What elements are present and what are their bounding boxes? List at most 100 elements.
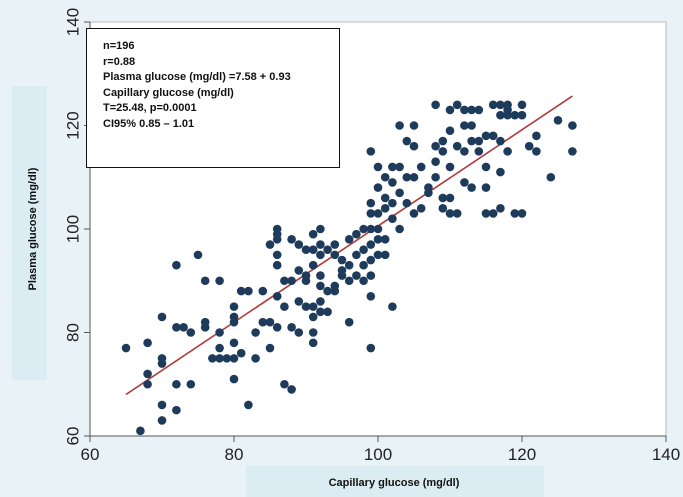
y-tick-label: 80 — [63, 323, 82, 342]
data-point — [380, 172, 390, 182]
data-point — [366, 198, 376, 208]
data-point — [496, 167, 505, 177]
data-point — [460, 121, 469, 130]
data-point — [316, 307, 325, 317]
data-point — [172, 379, 181, 389]
data-point — [488, 131, 498, 141]
data-point — [366, 224, 376, 234]
data-point — [380, 250, 390, 260]
data-point — [215, 343, 224, 353]
data-point — [388, 214, 397, 223]
data-point — [287, 323, 296, 332]
data-point — [438, 193, 448, 203]
data-point — [344, 276, 354, 286]
data-point — [431, 172, 440, 182]
data-point — [287, 235, 296, 244]
data-point — [244, 400, 253, 410]
data-point — [452, 209, 462, 218]
data-point — [215, 276, 224, 286]
data-point — [395, 224, 404, 234]
data-point — [496, 204, 505, 213]
data-point — [373, 183, 383, 192]
data-point — [467, 105, 476, 115]
data-point — [272, 323, 282, 332]
data-point — [373, 209, 383, 218]
data-point — [402, 136, 412, 146]
data-point — [280, 276, 289, 286]
data-point — [236, 348, 246, 358]
data-point — [373, 250, 383, 260]
data-point — [395, 162, 404, 172]
data-point — [359, 276, 368, 286]
data-point — [352, 271, 361, 280]
y-tick-label: 100 — [63, 215, 82, 243]
data-point — [568, 147, 577, 156]
data-point — [193, 250, 203, 260]
data-point — [330, 286, 340, 296]
data-point — [272, 229, 282, 239]
data-point — [445, 193, 455, 203]
data-point — [359, 245, 368, 254]
data-point — [488, 209, 498, 218]
data-point — [323, 245, 332, 254]
x-tick-label: 60 — [81, 445, 100, 464]
regression-line — [125, 95, 573, 396]
data-point — [366, 271, 376, 280]
data-point — [323, 286, 332, 296]
data-point — [301, 245, 311, 254]
data-point — [467, 136, 476, 146]
data-point — [510, 209, 520, 218]
data-point — [496, 110, 505, 120]
data-point — [143, 369, 152, 379]
data-point — [481, 131, 491, 141]
data-point — [229, 338, 239, 348]
y-tick-label: 60 — [63, 427, 82, 446]
axis-ticks: 60 80 100 120 140 60 80 100 120 140 — [63, 8, 680, 464]
data-point — [157, 312, 167, 322]
data-point — [380, 204, 390, 213]
data-point — [467, 183, 476, 192]
data-point — [416, 204, 426, 213]
data-point — [200, 323, 210, 332]
data-point — [301, 276, 311, 286]
data-point — [121, 343, 131, 353]
data-point — [251, 328, 260, 337]
xlabel-band — [246, 466, 544, 497]
data-point — [186, 379, 196, 389]
data-point — [157, 416, 167, 425]
x-tick-label: 100 — [364, 445, 392, 464]
data-point — [280, 379, 289, 389]
data-point — [272, 260, 282, 270]
x-tick-label: 120 — [508, 445, 536, 464]
x-tick-label: 140 — [652, 445, 680, 464]
data-point — [452, 100, 462, 110]
data-point — [380, 193, 390, 203]
data-point — [517, 209, 527, 218]
data-point — [445, 162, 455, 172]
data-point — [409, 209, 419, 218]
data-point — [258, 317, 268, 327]
data-point — [388, 302, 397, 311]
data-point — [431, 100, 440, 110]
y-tick-label: 120 — [63, 111, 82, 139]
data-point — [373, 224, 383, 234]
data-point — [316, 250, 325, 260]
data-point — [366, 343, 376, 353]
data-point — [380, 235, 390, 244]
data-point — [460, 178, 469, 187]
data-point — [308, 245, 318, 254]
data-point — [280, 302, 289, 311]
data-point — [424, 188, 433, 198]
y-axis-title: Plasma glucose (mg/dl) — [27, 167, 39, 290]
data-point — [496, 100, 505, 110]
data-point — [308, 302, 318, 311]
stats-line-equation: Plasma glucose (mg/dl) =7.58 + 0.93 — [103, 71, 291, 83]
stats-annotation-box: n=196 r=0.88 Plasma glucose (mg/dl) =7.5… — [86, 28, 340, 168]
data-point — [460, 147, 469, 156]
data-point — [308, 229, 318, 239]
data-point — [157, 359, 167, 368]
data-point — [287, 276, 296, 286]
data-point — [344, 235, 354, 244]
data-point — [532, 131, 541, 141]
stats-line-n: n=196 — [103, 40, 135, 52]
